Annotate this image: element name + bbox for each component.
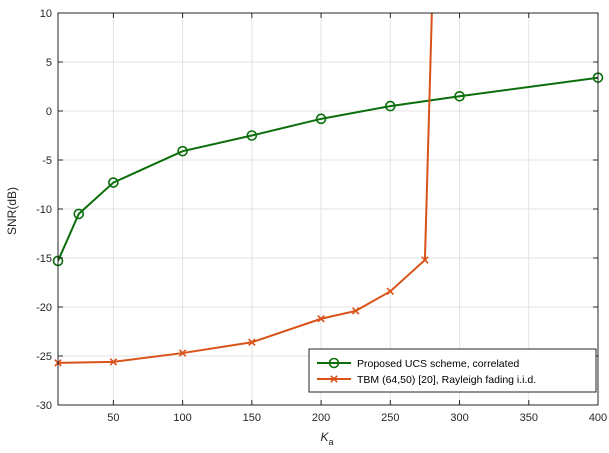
legend-entry-proposed-ucs-label: Proposed UCS scheme, correlated bbox=[357, 358, 519, 370]
legend: Proposed UCS scheme, correlated TBM (64,5… bbox=[308, 348, 597, 393]
axis-ticks: 50 100 150 200 250 300 350 400-30-25-20-15-10-5… bbox=[36, 8, 607, 424]
x-tick-label: 400 bbox=[589, 412, 607, 424]
series-proposed-ucs-point bbox=[177, 145, 188, 157]
y-axis-label: SNR(dB) bbox=[5, 187, 19, 235]
y-tick-label: -20 bbox=[36, 302, 52, 314]
x-tick-label: 150 bbox=[243, 412, 261, 424]
series-proposed-ucs-point bbox=[315, 113, 327, 125]
series-tbm-point bbox=[351, 307, 360, 315]
series-tbm-point bbox=[248, 338, 256, 347]
legend-entry-proposed-ucs-marker bbox=[328, 357, 340, 369]
x-axis-label-subscript: a bbox=[329, 437, 334, 447]
series-tbm-point bbox=[386, 287, 395, 296]
x-tick-label: 50 bbox=[107, 412, 119, 424]
legend-entry-proposed-ucs: Proposed UCS scheme, correlated bbox=[317, 357, 519, 370]
series-proposed-ucs-point bbox=[385, 100, 396, 112]
x-tick-label: 100 bbox=[173, 412, 191, 424]
x-tick-label: 250 bbox=[381, 412, 399, 424]
series-proposed-ucs-point bbox=[108, 177, 119, 188]
series-proposed-ucs-point bbox=[73, 208, 85, 220]
legend-box bbox=[308, 348, 597, 393]
series-tbm-point bbox=[178, 349, 187, 357]
y-tick-label: -5 bbox=[42, 155, 52, 167]
series-layer bbox=[52, 13, 604, 367]
x-axis-label: Ka bbox=[320, 430, 333, 447]
legend-entry-tbm-label: TBM (64,50) [20], Rayleigh fading i.i.d. bbox=[357, 374, 536, 386]
legend-entry-tbm: TBM (64,50) [20], Rayleigh fading i.i.d. bbox=[317, 374, 536, 386]
x-tick-label: 200 bbox=[312, 412, 330, 424]
x-axis-label-main: K bbox=[320, 430, 329, 444]
series-tbm-point bbox=[421, 256, 429, 264]
y-tick-label: -25 bbox=[36, 351, 52, 363]
y-tick-label: 5 bbox=[46, 57, 52, 69]
y-tick-label: 0 bbox=[46, 106, 52, 118]
y-tick-label: 10 bbox=[40, 8, 52, 20]
y-tick-label: -10 bbox=[36, 204, 52, 216]
series-tbm bbox=[54, 13, 433, 367]
series-tbm-point bbox=[109, 358, 118, 366]
x-tick-label: 350 bbox=[520, 412, 538, 424]
series-tbm-point bbox=[317, 314, 325, 323]
legend-entry-tbm-marker bbox=[330, 375, 338, 383]
x-tick-label: 300 bbox=[450, 412, 468, 424]
series-proposed-ucs-point bbox=[246, 130, 258, 141]
series-proposed-ucs-line bbox=[58, 76, 598, 262]
y-tick-label: -15 bbox=[36, 253, 52, 265]
y-tick-label: -30 bbox=[36, 400, 52, 412]
series-proposed-ucs-point bbox=[454, 91, 465, 102]
